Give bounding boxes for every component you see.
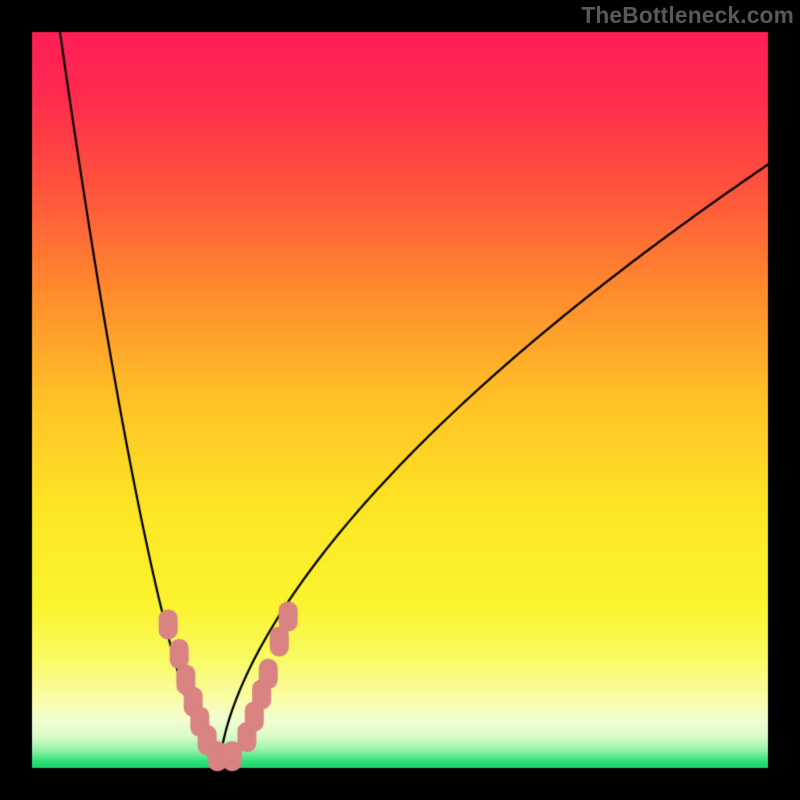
attribution-label: TheBottleneck.com: [581, 2, 794, 29]
bottleneck-plot-canvas: [0, 0, 800, 800]
